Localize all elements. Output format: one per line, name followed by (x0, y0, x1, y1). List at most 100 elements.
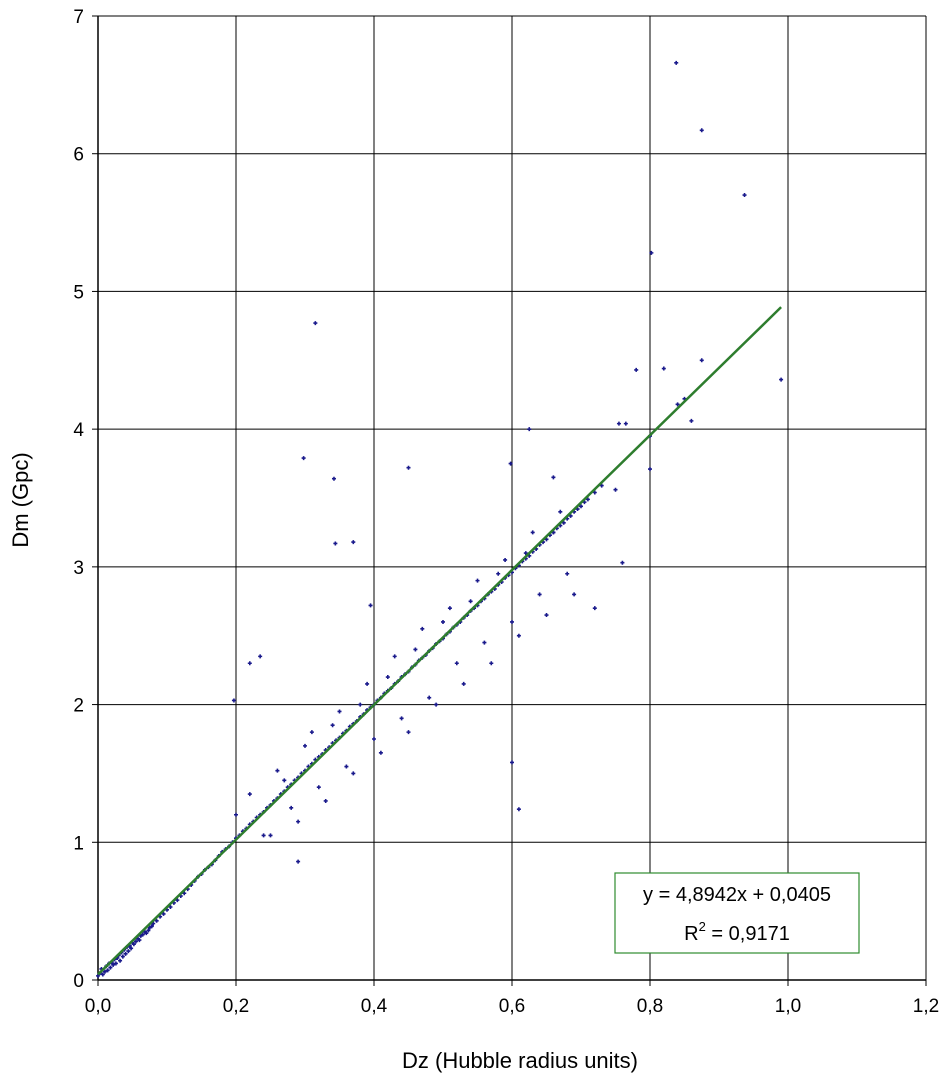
data-point (441, 619, 445, 624)
trendline (97, 306, 782, 976)
x-tick-label: 0,0 (85, 996, 111, 1017)
r-squared-exponent: 2 (699, 919, 706, 934)
data-point (742, 193, 747, 198)
data-points (96, 60, 784, 978)
data-point (634, 367, 639, 372)
data-point (510, 760, 514, 765)
data-point (149, 924, 154, 929)
data-point (689, 418, 694, 423)
y-tick-label: 2 (73, 696, 84, 717)
data-point (137, 938, 142, 943)
data-point (234, 812, 238, 817)
grid-lines (98, 15, 927, 980)
data-point (331, 476, 336, 481)
data-point (258, 654, 263, 659)
data-point (468, 599, 473, 604)
data-point (620, 560, 625, 565)
data-point (108, 965, 113, 970)
y-tick-label: 6 (73, 145, 84, 166)
data-point (434, 702, 439, 707)
data-point (268, 833, 273, 838)
data-point (365, 681, 370, 686)
data-point (368, 603, 373, 608)
data-point (565, 571, 570, 576)
data-point (337, 709, 342, 714)
data-point (413, 647, 418, 652)
data-point (592, 490, 597, 495)
data-point (699, 358, 704, 363)
data-point (699, 128, 704, 133)
data-point (330, 723, 335, 728)
data-point (275, 768, 280, 773)
data-point (105, 968, 110, 973)
data-point (129, 946, 134, 951)
data-point (558, 509, 563, 514)
data-point (482, 640, 487, 645)
data-point (779, 377, 784, 382)
data-point (392, 654, 397, 659)
y-axis-title: Dm (Gpc) (8, 452, 33, 547)
data-point (516, 633, 521, 638)
data-point (568, 513, 573, 518)
y-tick-label: 5 (73, 282, 84, 303)
data-point (144, 931, 149, 936)
y-tick-label: 7 (73, 7, 84, 28)
data-point (323, 798, 328, 803)
y-tick-label: 1 (73, 833, 84, 854)
x-tick-label: 1,0 (775, 996, 801, 1017)
data-point (168, 905, 173, 910)
trendline-equation: y = 4,8942x + 0,0405 (643, 884, 831, 906)
data-point (175, 898, 180, 903)
r-squared-label: R2 = 0,9171 (684, 919, 790, 945)
data-point (313, 321, 318, 326)
data-point (113, 961, 118, 966)
data-point (333, 541, 338, 546)
y-tick-label: 0 (73, 971, 84, 992)
data-point (344, 764, 349, 769)
data-point (126, 949, 131, 954)
x-tick-label: 0,4 (361, 996, 388, 1017)
data-point (675, 402, 680, 407)
x-tick-label: 0,8 (637, 996, 663, 1017)
data-point (123, 951, 128, 956)
data-point (351, 540, 356, 545)
data-point (100, 972, 105, 977)
data-point (120, 954, 125, 959)
trendline-group (97, 306, 782, 976)
data-point (508, 461, 513, 466)
data-point (516, 807, 521, 812)
x-axis-title: Dz (Hubble radius units) (402, 1048, 638, 1073)
data-point (289, 805, 294, 810)
x-tick-label: 0,2 (223, 996, 249, 1017)
data-point (96, 973, 100, 978)
data-point (489, 661, 494, 666)
data-point (102, 969, 107, 974)
data-point (146, 928, 151, 933)
data-point (261, 833, 266, 838)
data-point (475, 578, 480, 583)
data-point (378, 750, 383, 755)
data-point (599, 483, 604, 488)
data-point (406, 730, 411, 735)
data-point (537, 592, 542, 597)
data-point (406, 465, 411, 470)
data-point (527, 427, 532, 432)
data-point (296, 859, 301, 864)
data-point (296, 819, 301, 824)
data-point (358, 702, 363, 707)
data-point (530, 530, 535, 535)
data-point (503, 557, 508, 562)
trendline-equation-box: y = 4,8942x + 0,0405 R2 = 0,9171 (614, 872, 860, 954)
data-point (427, 695, 432, 700)
data-point (613, 487, 618, 492)
data-point (649, 250, 654, 255)
data-point (447, 606, 452, 611)
data-point (309, 730, 314, 735)
data-point (561, 520, 566, 525)
y-tick-labels: 0 1 2 3 4 5 6 7 (73, 7, 84, 992)
data-point (461, 681, 466, 686)
data-point (140, 932, 145, 937)
data-point (231, 698, 236, 703)
